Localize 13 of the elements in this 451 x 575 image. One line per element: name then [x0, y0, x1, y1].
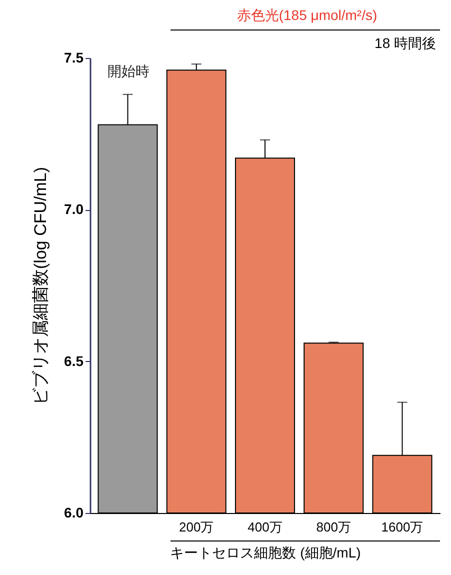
x-tick-label: 800万: [316, 520, 351, 534]
annotation: 開始時: [108, 63, 150, 79]
y-tick-label: 7.5: [64, 50, 84, 66]
y-axis-title: ビブリオ属細菌数(log CFU/mL): [31, 166, 50, 406]
y-tick-label: 7.0: [64, 201, 84, 218]
x-tick-label: 1600万: [381, 520, 424, 534]
x-tick-label: 400万: [248, 520, 282, 534]
x-tick-label: 200万: [179, 520, 214, 534]
y-tick-label: 6.5: [64, 352, 84, 369]
text: 赤色光(185 μmol/m²/s): [236, 7, 378, 23]
x-axis-title: キートセロス細胞数 (細胞/mL): [170, 544, 361, 560]
text: 18 時間後: [374, 35, 436, 51]
y-tick-label: 6.0: [64, 504, 84, 520]
